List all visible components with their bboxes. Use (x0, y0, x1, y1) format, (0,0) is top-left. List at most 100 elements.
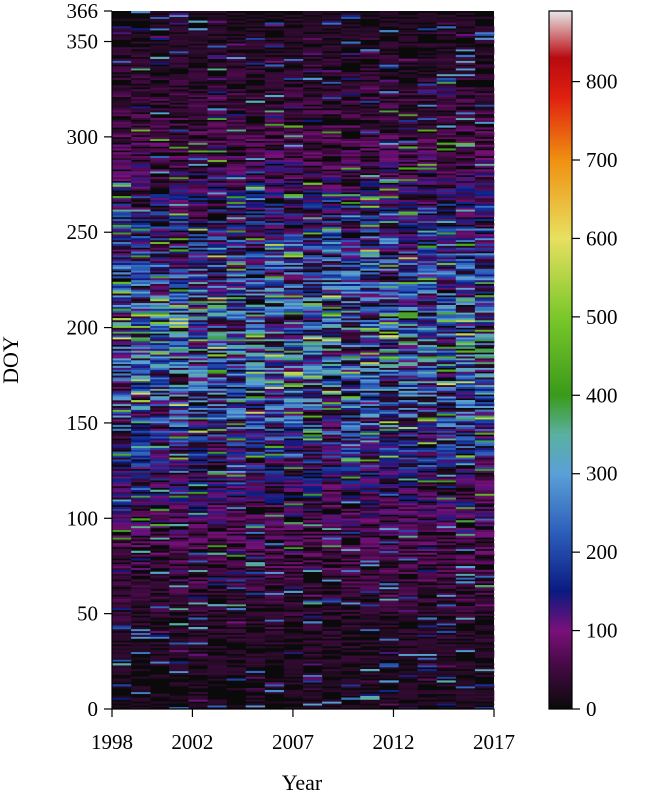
heatmap-cell (188, 110, 208, 113)
heatmap-cell (245, 636, 266, 639)
heatmap-cell (398, 14, 418, 18)
heatmap-cell (322, 194, 342, 197)
heatmap-cell (169, 60, 189, 63)
heatmap-cell (169, 443, 189, 447)
heatmap-cell (283, 81, 304, 84)
heatmap-cell (283, 142, 304, 145)
heatmap-cell (398, 440, 418, 443)
heatmap-cell (360, 136, 380, 140)
heatmap-cell (112, 588, 132, 592)
heatmap-cell (131, 527, 151, 531)
heatmap-cell (303, 483, 323, 487)
heatmap-cell (188, 583, 208, 586)
heatmap-cell (322, 541, 342, 544)
heatmap-cell (169, 592, 189, 595)
heatmap-cell (169, 319, 189, 323)
heatmap-cell (341, 308, 361, 311)
heatmap-cell (398, 396, 418, 399)
heatmap-cell (264, 108, 285, 111)
heatmap-cell (207, 516, 227, 519)
heatmap-cell (264, 94, 285, 98)
heatmap-cell (207, 184, 227, 187)
heatmap-cell (188, 281, 208, 285)
heatmap-cell (264, 266, 285, 269)
heatmap-cell (207, 354, 227, 357)
heatmap-cell (131, 646, 151, 649)
heatmap-cell (303, 258, 323, 262)
heatmap-cell (379, 329, 399, 332)
heatmap-cell (360, 468, 380, 471)
heatmap-cell (283, 239, 304, 243)
heatmap-cell (169, 316, 189, 319)
heatmap-cell (322, 321, 342, 325)
heatmap-cell (360, 312, 380, 315)
heatmap-cell (264, 602, 285, 605)
heatmap-cell (131, 619, 151, 622)
heatmap-cell (322, 186, 342, 189)
heatmap-cell (131, 176, 151, 180)
heatmap-cell (169, 22, 189, 25)
heatmap-cell (398, 302, 418, 305)
heatmap-cell (417, 363, 437, 367)
heatmap-cell (379, 155, 399, 159)
heatmap-cell (188, 436, 208, 439)
heatmap-cell (379, 289, 399, 292)
heatmap-cell (131, 415, 151, 418)
heatmap-cell (264, 544, 285, 548)
heatmap-cell (112, 131, 132, 134)
heatmap-cell (322, 167, 342, 170)
heatmap-cell (169, 422, 189, 426)
heatmap-cell (283, 180, 304, 183)
heatmap-cell (341, 291, 361, 294)
heatmap-cell (322, 81, 342, 84)
heatmap-cell (417, 634, 437, 637)
heatmap-cell (322, 379, 342, 382)
heatmap-cell (436, 529, 457, 532)
heatmap-cell (188, 445, 208, 449)
heatmap-cell (341, 401, 361, 405)
heatmap-cell (436, 485, 457, 489)
heatmap-cell (264, 186, 285, 189)
heatmap-cell (360, 508, 380, 511)
heatmap-cell (226, 522, 246, 525)
heatmap-cell (245, 625, 266, 628)
heatmap-cell (379, 159, 399, 162)
heatmap-cell (264, 514, 285, 517)
heatmap-cell (341, 480, 361, 483)
heatmap-cell (245, 442, 266, 445)
heatmap-cell (360, 415, 380, 418)
heatmap-cell (398, 585, 418, 588)
heatmap-cell (188, 556, 208, 559)
heatmap-cell (169, 567, 189, 571)
heatmap-cell (417, 510, 437, 513)
heatmap-cell (150, 438, 170, 441)
heatmap-cell (303, 701, 323, 704)
heatmap-cell (245, 312, 266, 315)
heatmap-cell (188, 462, 208, 466)
heatmap-cell (207, 571, 227, 574)
heatmap-cell (283, 665, 304, 668)
heatmap-cell (398, 262, 418, 265)
heatmap-cell (226, 609, 246, 613)
heatmap-cell (379, 430, 399, 433)
heatmap-cell (341, 674, 361, 677)
heatmap-cell (207, 537, 227, 540)
heatmap-cell (322, 211, 342, 214)
heatmap-cell (131, 506, 151, 510)
heatmap-cell (322, 668, 342, 672)
heatmap-cell (245, 535, 266, 538)
heatmap-cell (264, 77, 285, 80)
heatmap-cell (379, 365, 399, 368)
heatmap-cell (150, 663, 170, 666)
heatmap-cell (112, 516, 132, 519)
heatmap-cell (245, 234, 266, 237)
heatmap-cell (188, 138, 208, 141)
heatmap-cell (398, 337, 418, 340)
heatmap-cell (188, 407, 208, 410)
heatmap-cell (322, 266, 342, 269)
heatmap-cell (398, 188, 418, 191)
heatmap-cell (417, 146, 437, 149)
heatmap-cell (112, 560, 132, 563)
heatmap-cell (264, 409, 285, 412)
heatmap-cell (264, 277, 285, 281)
